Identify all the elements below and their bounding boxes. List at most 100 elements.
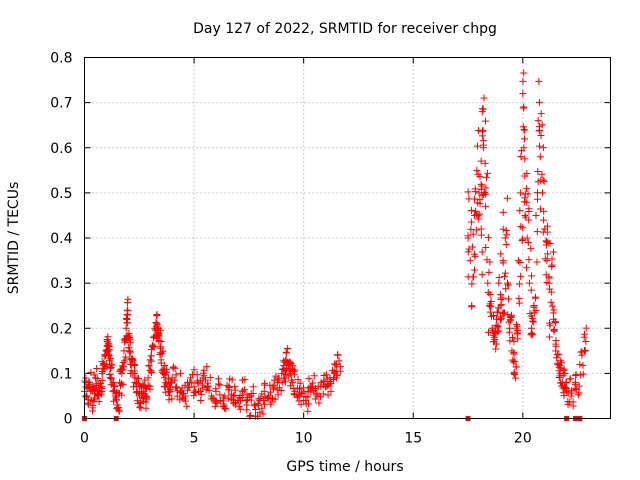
data-point (206, 373, 214, 381)
data-point (190, 383, 198, 391)
data-point (96, 379, 104, 387)
data-point (305, 375, 313, 383)
data-point (515, 294, 523, 302)
data-point (545, 273, 553, 281)
data-point (112, 394, 120, 402)
data-point (518, 235, 526, 243)
data-point (165, 396, 173, 404)
data-point (539, 144, 547, 152)
data-point (533, 228, 541, 236)
data-point (479, 141, 487, 149)
data-point (544, 250, 552, 258)
data-point (494, 328, 502, 336)
data-point (501, 234, 509, 242)
data-point (536, 153, 544, 161)
data-point (136, 400, 144, 408)
data-point (472, 207, 480, 215)
data-point (486, 291, 494, 299)
data-point (552, 340, 560, 348)
data-point (281, 374, 289, 382)
data-point (113, 404, 121, 412)
data-point (506, 317, 514, 325)
data-point (261, 393, 269, 401)
data-point (496, 313, 504, 321)
data-point (542, 237, 550, 245)
data-point (209, 394, 217, 402)
data-point (532, 294, 540, 302)
data-point (525, 279, 533, 287)
data-point (247, 396, 255, 404)
data-point (160, 374, 168, 382)
data-point (528, 329, 536, 337)
data-point (478, 182, 486, 190)
data-point (261, 400, 269, 408)
data-point (119, 366, 127, 374)
data-point (110, 379, 118, 387)
data-point (527, 244, 535, 252)
data-point (221, 404, 229, 412)
data-point (555, 350, 563, 358)
data-point (130, 360, 138, 368)
data-point (197, 397, 205, 405)
data-point (235, 394, 243, 402)
data-point (538, 121, 546, 129)
data-point (334, 351, 342, 359)
data-point (153, 321, 161, 329)
data-point (212, 387, 220, 395)
data-point (547, 298, 555, 306)
data-point (122, 324, 130, 332)
data-point (499, 294, 507, 302)
data-point (315, 399, 323, 407)
y-axis-label: SRMTID / TECUs (6, 182, 22, 295)
data-point (528, 272, 536, 280)
data-point (255, 395, 263, 403)
data-point (532, 211, 540, 219)
data-point (118, 362, 126, 370)
data-point (123, 311, 131, 319)
data-point (216, 391, 224, 399)
data-point (546, 240, 554, 248)
data-point (502, 226, 510, 234)
data-point (540, 207, 548, 215)
data-point (537, 132, 545, 140)
data-point (566, 375, 574, 383)
data-point (504, 281, 512, 289)
data-point (490, 312, 498, 320)
data-point (256, 408, 264, 416)
data-point (517, 272, 525, 280)
data-point (543, 222, 551, 230)
data-point (477, 231, 485, 239)
data-point (540, 177, 548, 185)
data-point (507, 314, 515, 322)
data-point (479, 126, 487, 134)
data-point (157, 326, 165, 334)
data-point (520, 69, 528, 77)
data-point (537, 110, 545, 118)
data-point (143, 394, 151, 402)
data-point (282, 349, 290, 357)
data-point (324, 391, 332, 399)
data-point (305, 400, 313, 408)
data-point (161, 362, 169, 370)
data-point (539, 189, 547, 197)
y-tick-label: 0.8 (50, 51, 72, 67)
data-point (478, 271, 486, 279)
data-point (319, 390, 327, 398)
data-point (546, 285, 554, 293)
data-point (172, 384, 180, 392)
data-point (98, 388, 106, 396)
data-point (147, 352, 155, 360)
tick-labels: 0 0.1 0.2 0.3 0.4 0.5 0.6 0.7 0.8 0 5 10 15 20 (50, 51, 532, 447)
data-point (468, 243, 476, 251)
data-point (512, 363, 520, 371)
data-point (295, 385, 303, 393)
data-point (314, 382, 322, 390)
data-point (467, 225, 475, 233)
data-point (545, 333, 553, 341)
data-point (467, 218, 475, 226)
data-point (481, 117, 489, 125)
data-point (231, 386, 239, 394)
data-point (562, 378, 570, 386)
data-point (501, 309, 509, 317)
